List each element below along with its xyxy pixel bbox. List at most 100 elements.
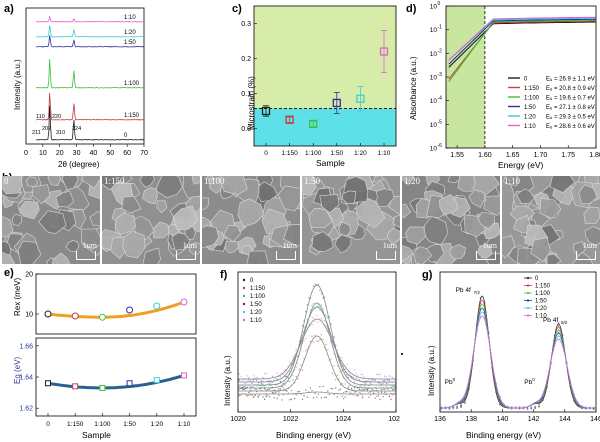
xps-ti-point [249,386,252,388]
sem-grain-texture [502,176,600,264]
xps-pb-point [518,406,521,409]
xps-ti-point [371,388,373,390]
xrd-trace-0 [35,105,144,141]
y-tick-label: 10 [430,51,438,58]
panel-g-letter: g) [422,269,433,281]
xps-ti-point [303,340,305,342]
xps-ti-point [322,297,324,300]
xps-ti-point [244,385,247,387]
xps-ti-point [327,390,329,392]
xps-ti-point [363,376,365,378]
y-tick-exponent: -6 [438,143,443,149]
sem-image-1-50: 1:50 1um [302,176,400,264]
xps-ti-point [366,388,368,391]
sem-grain [2,251,15,264]
x-tick-label: 1.70 [534,152,548,159]
xps-ti-point [301,325,304,327]
xps-ti-point [287,375,289,378]
xps-ti-point [240,394,242,397]
legend-marker [242,318,246,322]
sem-scale-bar: 1um [476,241,497,260]
xps-ti-point [365,383,367,385]
y-tick-label: 0.0 [241,126,251,133]
xps-ti-point [327,327,329,330]
xps-pb-point [545,380,548,382]
sem-grain [2,176,22,195]
panel-a-peak-211: 211 [32,130,41,136]
xps-ti-point [342,365,345,367]
eg-point-1:100 [99,384,106,391]
xps-ti-point [271,386,274,389]
x-tick-label: 0 [264,150,268,157]
sem-scale-label: 1um [582,241,597,250]
xps-ti-point [385,385,387,388]
xps-ti-point [252,386,255,388]
xps-ti-point [298,390,301,393]
xps-ti-point [281,386,283,388]
y-tick-label: 1.64 [19,375,33,382]
e-bottom-frame [35,337,197,417]
xps-ti-point [268,388,271,391]
sem-grain [188,241,200,255]
sem-grain [447,176,462,184]
sem-grain [114,212,137,236]
xps-ti-point [292,356,294,358]
sem-grain [155,176,183,199]
sem-grain [156,200,168,214]
sem-grain [457,176,476,192]
xps-ti-point [376,389,378,392]
xps-ti-point [297,355,299,358]
legend-marker [526,314,530,317]
xps-ti-point [249,394,252,396]
panel-a-peak-310: 310 [56,130,65,136]
xps-ti-point [300,339,302,342]
xps-ti-point [346,364,348,366]
sem-sample-label: 1:20 [404,176,421,186]
xps-ti-point [379,374,381,376]
y-tick-label: 10 [430,98,438,105]
xps-ti-point [284,380,286,383]
xps-ti-point [344,391,346,393]
panel-c-ylabel: Microstrain (%) [247,76,256,130]
xps-ti-point [328,328,331,331]
xps-ti-point [382,382,384,385]
xps-pb-point [542,393,544,396]
x-tick-label: 1:100 [94,421,111,428]
xps-ti-point [333,393,335,396]
xps-ti-point [273,396,275,399]
relaxed-region-fill [254,108,396,146]
xps-ti-point [369,391,372,393]
xps-ti-point [244,387,247,389]
xps-ti-point [249,379,252,382]
sem-grain [342,190,357,204]
legend-label: 1:10 [535,314,547,320]
sem-grain [485,252,500,264]
sem-grain [386,227,400,245]
xps-ti-point [312,285,315,287]
xps-ti-point [276,384,278,386]
annotation-pb0-left: Pb [445,379,453,386]
xps-ti-point [347,385,350,387]
x-tick-label: 1:150 [67,421,84,428]
panel-a-peak-110: 110 [36,114,45,120]
xps-ti-point [238,385,241,388]
xps-ti-point [393,386,395,388]
xps-ti-point [295,349,297,352]
data-point-1:10 [379,47,389,56]
xps-ti-point [391,389,394,391]
xps-ti-point [311,316,313,319]
sem-grain [218,176,248,195]
xps-ti-point [312,302,315,305]
sem-grain [405,226,427,245]
panel-e-ylabel-top: Rex (meV) [13,277,22,316]
xps-ti-point [262,396,264,398]
xps-ti-point [383,380,386,382]
legend-label: 1:100 [250,294,266,300]
xps-pb-point [538,403,540,406]
sem-grain [277,185,300,212]
xps-ti-point [323,320,326,322]
x-tick-label: 0 [24,150,28,157]
xps-ti-point [273,379,275,381]
xps-ti-point [267,388,269,391]
xps-ti-point [344,383,346,385]
